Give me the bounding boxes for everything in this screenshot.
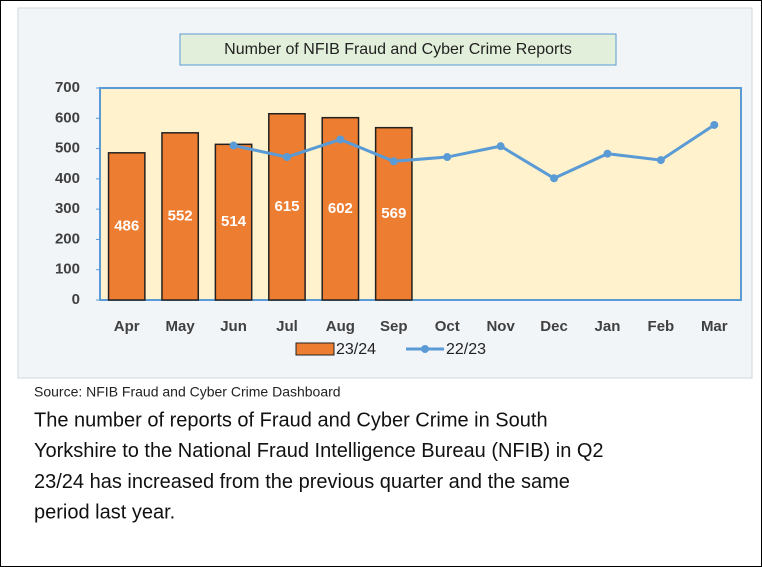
title-box [179,33,617,66]
x-tick-label: Jun [220,318,247,335]
line-marker [710,120,719,129]
x-tick-label: Nov [486,318,515,335]
y-tick-label: 700 [55,79,80,96]
line-marker [443,153,452,162]
y-tick-label: 400 [55,170,80,187]
y-tick-label: 300 [55,200,80,217]
y-tick-label: 200 [55,230,80,247]
x-tick-label: Mar [701,318,728,335]
x-tick-label: Jan [595,318,621,335]
line-marker [389,157,398,166]
data-label: 552 [168,207,193,224]
legend-label: 22/23 [446,341,486,358]
chart-title: Number of NFIB Fraud and Cyber Crime Rep… [224,41,572,58]
data-label: 569 [381,205,406,222]
source: Source: NFIB Fraud and Cyber Crime Dashb… [34,384,341,400]
paragraph-line: The number of reports of Fraud and Cyber… [34,409,548,431]
paragraph-line: period last year. [34,502,175,524]
legend-swatch [295,342,335,356]
data-label: 486 [114,217,139,234]
line-marker [603,149,612,158]
line-marker [656,156,665,165]
y-tick-label: 600 [55,109,80,126]
y-tick-label: 100 [55,261,80,278]
data-label: 615 [274,198,299,215]
x-tick-label: Dec [540,318,568,335]
legend-label: 23/24 [336,341,376,358]
data-label: 602 [328,200,353,217]
data-label: 514 [221,213,247,230]
plot-area [99,87,742,301]
bar [107,152,146,301]
x-tick-label: Aug [326,318,355,335]
paragraph: The number of reports of Fraud and Cyber… [34,409,604,523]
bar [321,116,360,301]
x-tick-label: Feb [648,318,675,335]
bar [161,132,200,301]
line-marker [550,174,559,183]
paragraph-line: Yorkshire to the National Fraud Intellig… [34,440,604,462]
line-marker [282,153,291,162]
bar [268,112,306,301]
line-marker [336,135,345,144]
line-marker [496,142,505,151]
x-tick-label: Oct [435,318,460,335]
y-tick-label: 0 [72,291,80,308]
x-tick-label: Jul [276,318,298,335]
x-tick-label: Sep [380,318,408,335]
x-tick-label: Apr [114,318,140,335]
paragraph-line: 23/24 has increased from the previous qu… [34,471,570,493]
legend-swatch [421,345,429,353]
line [233,123,716,180]
line-marker [229,141,238,150]
y-tick-label: 500 [55,140,80,157]
x-tick-label: May [166,318,196,335]
